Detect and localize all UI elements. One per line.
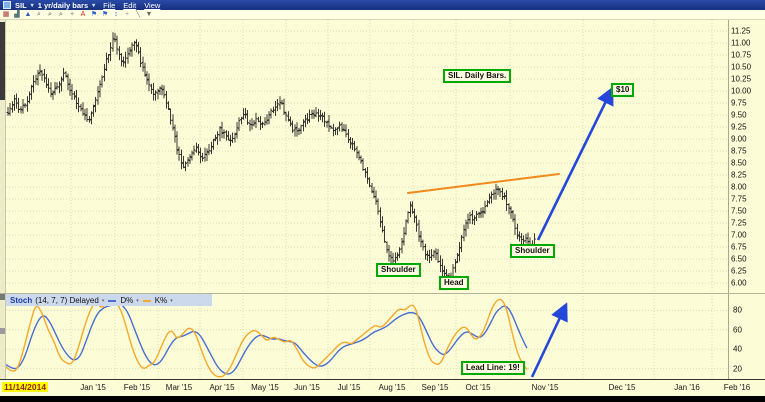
stoch-params[interactable]: (14, 7, 7) Delayed — [35, 296, 99, 305]
chart-grid-icon[interactable]: ▦ — [2, 11, 10, 18]
stoch-tick-label: 60 — [733, 325, 742, 335]
window-bottom-edge — [0, 396, 765, 402]
stoch-k-line — [5, 298, 528, 378]
start-date-label[interactable]: 11/14/2014 — [2, 382, 49, 392]
annotate-text-icon[interactable]: A — [80, 11, 86, 18]
price-tick-label: 9.00 — [731, 134, 747, 144]
d-dropdown-icon[interactable]: ▾ — [136, 297, 139, 304]
price-tick-label: 6.50 — [731, 254, 747, 264]
axis-separator — [0, 379, 765, 380]
stoch-tick-label: 80 — [733, 305, 742, 315]
month-label: Jul '15 — [337, 383, 361, 392]
stoch-tick-label: 40 — [733, 344, 742, 354]
range-dropdown-icon[interactable]: ▾ — [92, 2, 96, 9]
month-label: Sep '15 — [421, 383, 449, 392]
month-label: Feb '15 — [123, 383, 151, 392]
month-label: Nov '15 — [531, 383, 559, 392]
price-tick-label: 7.00 — [731, 230, 747, 240]
price-axis-line — [728, 20, 729, 379]
zoom-in-icon[interactable]: ⌕ — [48, 11, 52, 18]
stoch-indicator-label[interactable]: Stoch — [10, 296, 33, 305]
k-dropdown-icon[interactable]: ▾ — [170, 297, 173, 304]
neckline[interactable] — [407, 173, 560, 194]
price-tick-label: 10.25 — [731, 74, 752, 84]
price-tick-label: 11.25 — [731, 26, 751, 36]
price-tick-label: 11.00 — [731, 38, 751, 48]
d-line-swatch — [108, 299, 117, 302]
stoch-header: Stoch (14, 7, 7) Delayed ▾ D% ▾ K% ▾ — [10, 295, 173, 306]
left-scrollbar-thumb[interactable] — [0, 22, 5, 100]
month-label: Dec '15 — [608, 383, 636, 392]
shoulder-right-label[interactable]: Shoulder — [510, 244, 555, 258]
stoch-tick-label: 20 — [733, 364, 742, 374]
price-target-arrow[interactable] — [536, 86, 614, 241]
price-tick-label: 8.75 — [731, 146, 747, 156]
zoom-out-icon[interactable]: ⌕ — [37, 11, 41, 18]
price-tick-label: 10.50 — [731, 62, 752, 72]
app-icon — [3, 1, 11, 9]
chart-note-label[interactable]: SIL. Daily Bars. — [443, 69, 512, 83]
stoch-breakout-arrow[interactable] — [530, 302, 568, 378]
price-bars — [6, 32, 536, 283]
month-label: Mar '15 — [165, 383, 193, 392]
bar-chart-icon[interactable]: ▟ — [14, 11, 20, 18]
price-tick-label: 10.00 — [731, 86, 752, 96]
price-tick-label: 7.75 — [731, 194, 747, 204]
month-label: Oct '15 — [465, 383, 491, 392]
menu-edit[interactable]: Edit — [123, 0, 137, 10]
price-tick-label: 6.75 — [731, 242, 747, 252]
menu-file[interactable]: File — [103, 0, 116, 10]
lead-line-note-label[interactable]: Lead Line: 19! — [461, 361, 525, 375]
flag-forward-icon[interactable]: ⚑ — [101, 11, 109, 18]
price-tick-label: 7.50 — [731, 206, 747, 216]
month-label: Feb '16 — [723, 383, 751, 392]
k-line-swatch — [142, 299, 151, 302]
trendline-tool-icon[interactable]: ╲ — [135, 11, 141, 18]
left-scrollbar-track[interactable] — [0, 20, 6, 379]
panel-separator[interactable] — [0, 293, 765, 294]
indicator-triangle-icon[interactable]: ▲ — [24, 11, 32, 18]
price-tick-label: 6.25 — [731, 266, 747, 276]
month-label: Jan '15 — [80, 383, 106, 392]
crosshair-icon[interactable]: + — [69, 11, 75, 18]
flag-back-icon[interactable]: ⚑ — [90, 11, 98, 18]
stoch-panel-handle[interactable] — [0, 293, 5, 300]
price-tick-label: 7.25 — [731, 218, 747, 228]
title-bar: SIL ▾ 1 yr/daily bars ▾ File Edit View — [0, 0, 765, 10]
price-tick-label: 9.75 — [731, 98, 747, 108]
head-label[interactable]: Head — [439, 276, 469, 290]
pan-vertical-icon[interactable]: ↕ — [114, 11, 118, 18]
stoch-d-line — [5, 303, 528, 375]
shoulder-left-label[interactable]: Shoulder — [376, 263, 421, 277]
price-tick-label: 8.50 — [731, 158, 747, 168]
price-target-label[interactable]: $10 — [611, 83, 635, 97]
range-selector[interactable]: 1 yr/daily bars — [37, 0, 89, 10]
price-tick-label: 10.75 — [731, 50, 752, 60]
price-tick-label: 8.00 — [731, 182, 747, 192]
month-label: Apr '15 — [209, 383, 235, 392]
stoch-scroll-thumb[interactable] — [0, 328, 5, 334]
symbol-dropdown-icon[interactable]: ▾ — [30, 2, 34, 9]
price-tick-label: 9.25 — [731, 122, 747, 132]
month-label: Aug '15 — [378, 383, 406, 392]
symbol-selector[interactable]: SIL — [15, 0, 27, 10]
price-tick-label: 8.25 — [731, 170, 747, 180]
price-tick-label: 9.50 — [731, 110, 747, 120]
stoch-dropdown-icon[interactable]: ▾ — [101, 297, 105, 304]
month-label: Jan '16 — [674, 383, 700, 392]
toolbar: ▦ ▟ ▲ ⌕ ⌕ ⌕ + A ⚑ ⚑ ↕ + ╲ ▼ — [0, 10, 765, 20]
date-axis: 11/14/2014 Jan '15 Feb '15 Mar '15 Apr '15 M… — [0, 380, 765, 396]
add-icon[interactable]: + — [124, 11, 130, 18]
more-tools-icon[interactable]: ▼ — [145, 11, 153, 18]
price-tick-label: 6.00 — [731, 278, 747, 288]
menu-view[interactable]: View — [144, 0, 161, 10]
month-label: Jun '15 — [294, 383, 320, 392]
k-line-label[interactable]: K% — [154, 296, 168, 305]
month-label: May '15 — [251, 383, 279, 392]
d-line-label[interactable]: D% — [120, 296, 134, 305]
zoom-reset-icon[interactable]: ⌕ — [59, 11, 63, 18]
